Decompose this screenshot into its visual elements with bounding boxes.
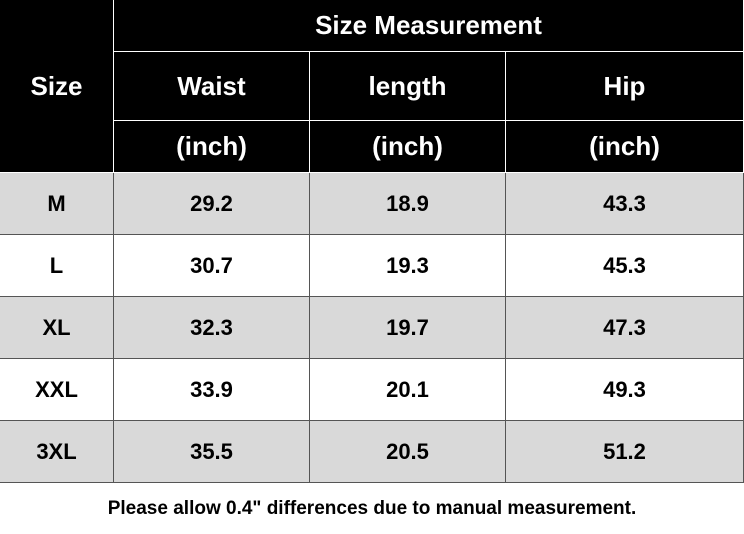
measurement: 19.7: [310, 297, 506, 359]
measurement-text: 45.3: [603, 252, 646, 278]
size-header: Size: [0, 0, 114, 173]
note-text: Please allow 0.4" differences due to man…: [107, 497, 637, 519]
column-unit: (inch): [310, 121, 506, 173]
measurement-text: 29.2: [190, 190, 233, 216]
column-name: Waist: [114, 52, 310, 121]
measurement-text: 49.3: [603, 376, 646, 402]
size-label: 3XL: [0, 421, 114, 483]
measurement: 45.3: [506, 235, 744, 297]
measurement-text: 32.3: [190, 314, 233, 340]
column-unit: (inch): [114, 121, 310, 173]
measurement-text: 30.7: [190, 252, 233, 278]
measurement-text: 20.1: [386, 376, 429, 402]
measurement-text: 19.7: [386, 314, 429, 340]
measurement-text: 20.5: [386, 438, 429, 464]
measurement: 43.3: [506, 173, 744, 235]
size-label: XXL: [0, 359, 114, 421]
measurement: 32.3: [114, 297, 310, 359]
measurement: 20.1: [310, 359, 506, 421]
column-unit-text: (inch): [176, 131, 247, 161]
size-label-text: XL: [42, 314, 71, 340]
column-name-text: Waist: [177, 70, 246, 101]
size-label-text: M: [47, 190, 66, 216]
measurement-text: 35.5: [190, 438, 233, 464]
title-text: Size Measurement: [315, 10, 542, 40]
column-name: length: [310, 52, 506, 121]
measurement: 51.2: [506, 421, 744, 483]
measurement: 20.5: [310, 421, 506, 483]
measurement: 30.7: [114, 235, 310, 297]
size-header-text: Size: [30, 70, 83, 101]
measurement-text: 51.2: [603, 438, 646, 464]
measurement: 33.9: [114, 359, 310, 421]
measurement: 49.3: [506, 359, 744, 421]
measurement-text: 18.9: [386, 190, 429, 216]
measurement: 18.9: [310, 173, 506, 235]
column-name-text: length: [368, 70, 447, 101]
column-name-text: Hip: [603, 70, 646, 101]
measurement: 29.2: [114, 173, 310, 235]
column-unit: (inch): [506, 121, 744, 173]
column-name: Hip: [506, 52, 744, 121]
measurement: 35.5: [114, 421, 310, 483]
size-label-text: XXL: [35, 376, 78, 402]
size-label-text: L: [49, 252, 64, 278]
measurement-text: 47.3: [603, 314, 646, 340]
measurement-text: 43.3: [603, 190, 646, 216]
size-label: L: [0, 235, 114, 297]
size-label: XL: [0, 297, 114, 359]
size-label: M: [0, 173, 114, 235]
note: Please allow 0.4" differences due to man…: [0, 483, 744, 534]
column-unit-text: (inch): [589, 131, 660, 161]
measurement: 19.3: [310, 235, 506, 297]
measurement-text: 33.9: [190, 376, 233, 402]
title: Size Measurement: [114, 0, 744, 52]
size-label-text: 3XL: [36, 438, 77, 464]
column-unit-text: (inch): [372, 131, 443, 161]
measurement-text: 19.3: [386, 252, 429, 278]
measurement: 47.3: [506, 297, 744, 359]
